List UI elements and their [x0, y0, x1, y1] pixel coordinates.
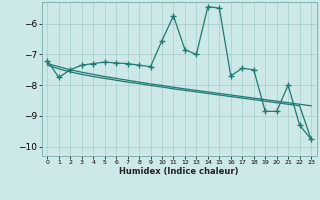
- X-axis label: Humidex (Indice chaleur): Humidex (Indice chaleur): [119, 167, 239, 176]
